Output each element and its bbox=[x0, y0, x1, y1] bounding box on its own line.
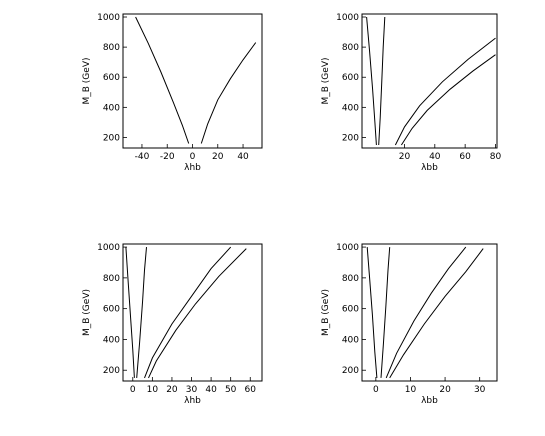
y-tick-label: 400 bbox=[342, 103, 359, 113]
series-line-2 bbox=[378, 16, 386, 146]
series-line-1 bbox=[366, 16, 377, 146]
y-tick-label: 600 bbox=[342, 305, 359, 315]
x-tick-label: 40 bbox=[237, 152, 249, 162]
y-tick-label: 200 bbox=[342, 133, 359, 143]
y-tick-label: 600 bbox=[103, 73, 120, 83]
x-tick-label: 80 bbox=[490, 152, 502, 162]
y-tick-label: 1000 bbox=[97, 243, 120, 253]
x-tick-label: 40 bbox=[429, 152, 441, 162]
x-tick-label: 30 bbox=[474, 385, 486, 395]
x-tick-label: 20 bbox=[212, 152, 224, 162]
y-tick-label: 1000 bbox=[97, 13, 120, 23]
x-tick-label: 10 bbox=[147, 385, 159, 395]
x-axis-label: λhb bbox=[184, 163, 201, 173]
x-tick-label: 20 bbox=[166, 385, 178, 395]
y-tick-label: 200 bbox=[342, 366, 359, 376]
x-axis-label: λbb bbox=[421, 396, 438, 406]
series-line-1 bbox=[125, 247, 135, 378]
chart-panel-4: 0 10 20 30 200 400 600 800 1000 λbb M_B (GeV) bbox=[321, 243, 498, 406]
series-line-1 bbox=[366, 247, 378, 378]
x-axis-label: λhb bbox=[184, 396, 201, 406]
series-line-3 bbox=[144, 246, 232, 379]
chart-panel-3: 0 10 20 30 40 50 60 200 400 600 800 1000 λhb M_B (GeV… bbox=[82, 243, 263, 406]
y-axis-label: M_B (GeV) bbox=[321, 289, 331, 336]
y-tick-label: 200 bbox=[103, 366, 120, 376]
x-tick-label: 30 bbox=[186, 385, 198, 395]
series-line-3 bbox=[385, 246, 467, 379]
plot-frame bbox=[361, 243, 498, 382]
x-tick-label: -40 bbox=[135, 152, 150, 162]
series-line-4 bbox=[400, 54, 496, 146]
series-line-2 bbox=[136, 247, 147, 378]
x-tick-label: 60 bbox=[245, 385, 257, 395]
plot-frame bbox=[361, 13, 498, 149]
series-line-2 bbox=[200, 42, 257, 144]
x-tick-label: 0 bbox=[190, 152, 196, 162]
y-axis-label: M_B (GeV) bbox=[82, 289, 92, 336]
chart-panel-1: -40 -20 0 20 40 200 400 600 800 1000 λhb M_B (GeV) bbox=[82, 13, 263, 173]
series-line-3 bbox=[394, 37, 496, 146]
chart-panel-2: 20 40 60 80 200 400 600 800 1000 λbb M_B (GeV) bbox=[321, 13, 501, 173]
series-line-2 bbox=[380, 247, 391, 378]
x-tick-label: 60 bbox=[459, 152, 471, 162]
x-tick-label: 20 bbox=[439, 385, 451, 395]
x-axis-label: λbb bbox=[421, 163, 438, 173]
y-axis-label: M_B (GeV) bbox=[82, 58, 92, 105]
series-line-1 bbox=[135, 16, 190, 144]
series-line-4 bbox=[148, 248, 247, 379]
y-tick-label: 800 bbox=[342, 43, 359, 53]
y-tick-label: 400 bbox=[103, 103, 120, 113]
y-tick-label: 800 bbox=[103, 43, 120, 53]
y-tick-label: 800 bbox=[342, 274, 359, 284]
y-tick-label: 400 bbox=[103, 335, 120, 345]
y-tick-label: 1000 bbox=[336, 13, 359, 23]
x-tick-label: 0 bbox=[373, 385, 379, 395]
x-tick-label: 0 bbox=[130, 385, 136, 395]
x-tick-label: 10 bbox=[405, 385, 417, 395]
y-tick-label: 600 bbox=[342, 73, 359, 83]
y-tick-label: 400 bbox=[342, 335, 359, 345]
y-tick-label: 200 bbox=[103, 133, 120, 143]
y-tick-label: 1000 bbox=[336, 243, 359, 253]
series-line-4 bbox=[389, 248, 484, 379]
x-tick-label: 40 bbox=[205, 385, 217, 395]
x-tick-label: 20 bbox=[399, 152, 411, 162]
y-axis-label: M_B (GeV) bbox=[321, 58, 331, 105]
y-tick-label: 800 bbox=[103, 274, 120, 284]
x-tick-label: -20 bbox=[160, 152, 175, 162]
y-tick-label: 600 bbox=[103, 305, 120, 315]
x-tick-label: 50 bbox=[225, 385, 237, 395]
plot-frame bbox=[122, 243, 263, 382]
